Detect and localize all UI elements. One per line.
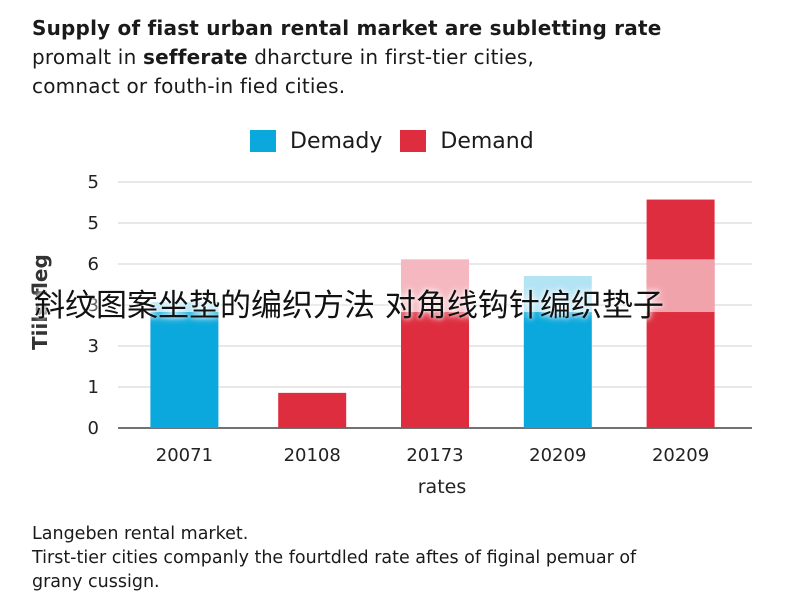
- bar-highlight: [523, 276, 592, 313]
- title-line-2-bold: sefferate: [143, 45, 248, 69]
- bar-demand: [278, 392, 347, 428]
- y-tick-label: 3: [88, 295, 99, 316]
- legend-swatch-blue: [250, 130, 276, 152]
- title-line-2: promalt in sefferate dharcture in first-…: [32, 43, 782, 72]
- bar-highlight: [401, 259, 469, 313]
- bar-highlight: [150, 302, 219, 313]
- y-tick-label: 5: [88, 172, 99, 193]
- x-tick-label: 20173: [406, 445, 463, 466]
- legend-label-demand: Demand: [440, 128, 534, 154]
- x-tick-label: 20108: [284, 445, 341, 466]
- y-tick-label: 6: [88, 254, 99, 275]
- legend-item-demady: Demady: [250, 129, 382, 154]
- bar-demady: [150, 312, 219, 428]
- title-line-1: Supply of fiast urban rental market are …: [32, 16, 662, 40]
- bar-demady: [523, 312, 592, 428]
- y-tick-label: 0: [88, 418, 99, 439]
- title-line-2-start: promalt in: [32, 45, 143, 69]
- y-tick-label: 3: [88, 336, 99, 357]
- bar-demand: [401, 312, 469, 428]
- chart-legend: Demady Demand: [250, 128, 534, 154]
- legend-label-demady: Demady: [290, 128, 383, 154]
- chart-footer-note: Langeben rental market. Tirst-tier citie…: [32, 522, 782, 594]
- legend-swatch-red: [400, 130, 427, 152]
- x-tick-label: 20209: [652, 445, 709, 466]
- x-tick-label: 20209: [529, 445, 586, 466]
- watermark-text: 斜纹图案坐垫的编织方法 对角线钩针编织垫子: [34, 288, 664, 324]
- x-tick-label: 20071: [156, 445, 213, 466]
- footer-line-3: grany cussign.: [32, 572, 160, 592]
- footer-line-1: Langeben rental market.: [32, 524, 249, 544]
- footer-line-2: Tirst-tier cities companly the fourtdled…: [32, 548, 637, 568]
- legend-item-demand: Demand: [400, 128, 534, 154]
- bar-demand: [646, 199, 715, 428]
- title-line-2-end: dharcture in first-tier cities,: [247, 45, 535, 69]
- title-line-3: comnact or fouth-in fied cities.: [32, 74, 346, 98]
- bar-highlight: [646, 259, 715, 313]
- y-tick-label: 5: [88, 213, 99, 234]
- x-axis-label: rates: [418, 476, 467, 498]
- y-tick-label: 1: [88, 377, 99, 398]
- chart-title: Supply of fiast urban rental market are …: [32, 14, 782, 101]
